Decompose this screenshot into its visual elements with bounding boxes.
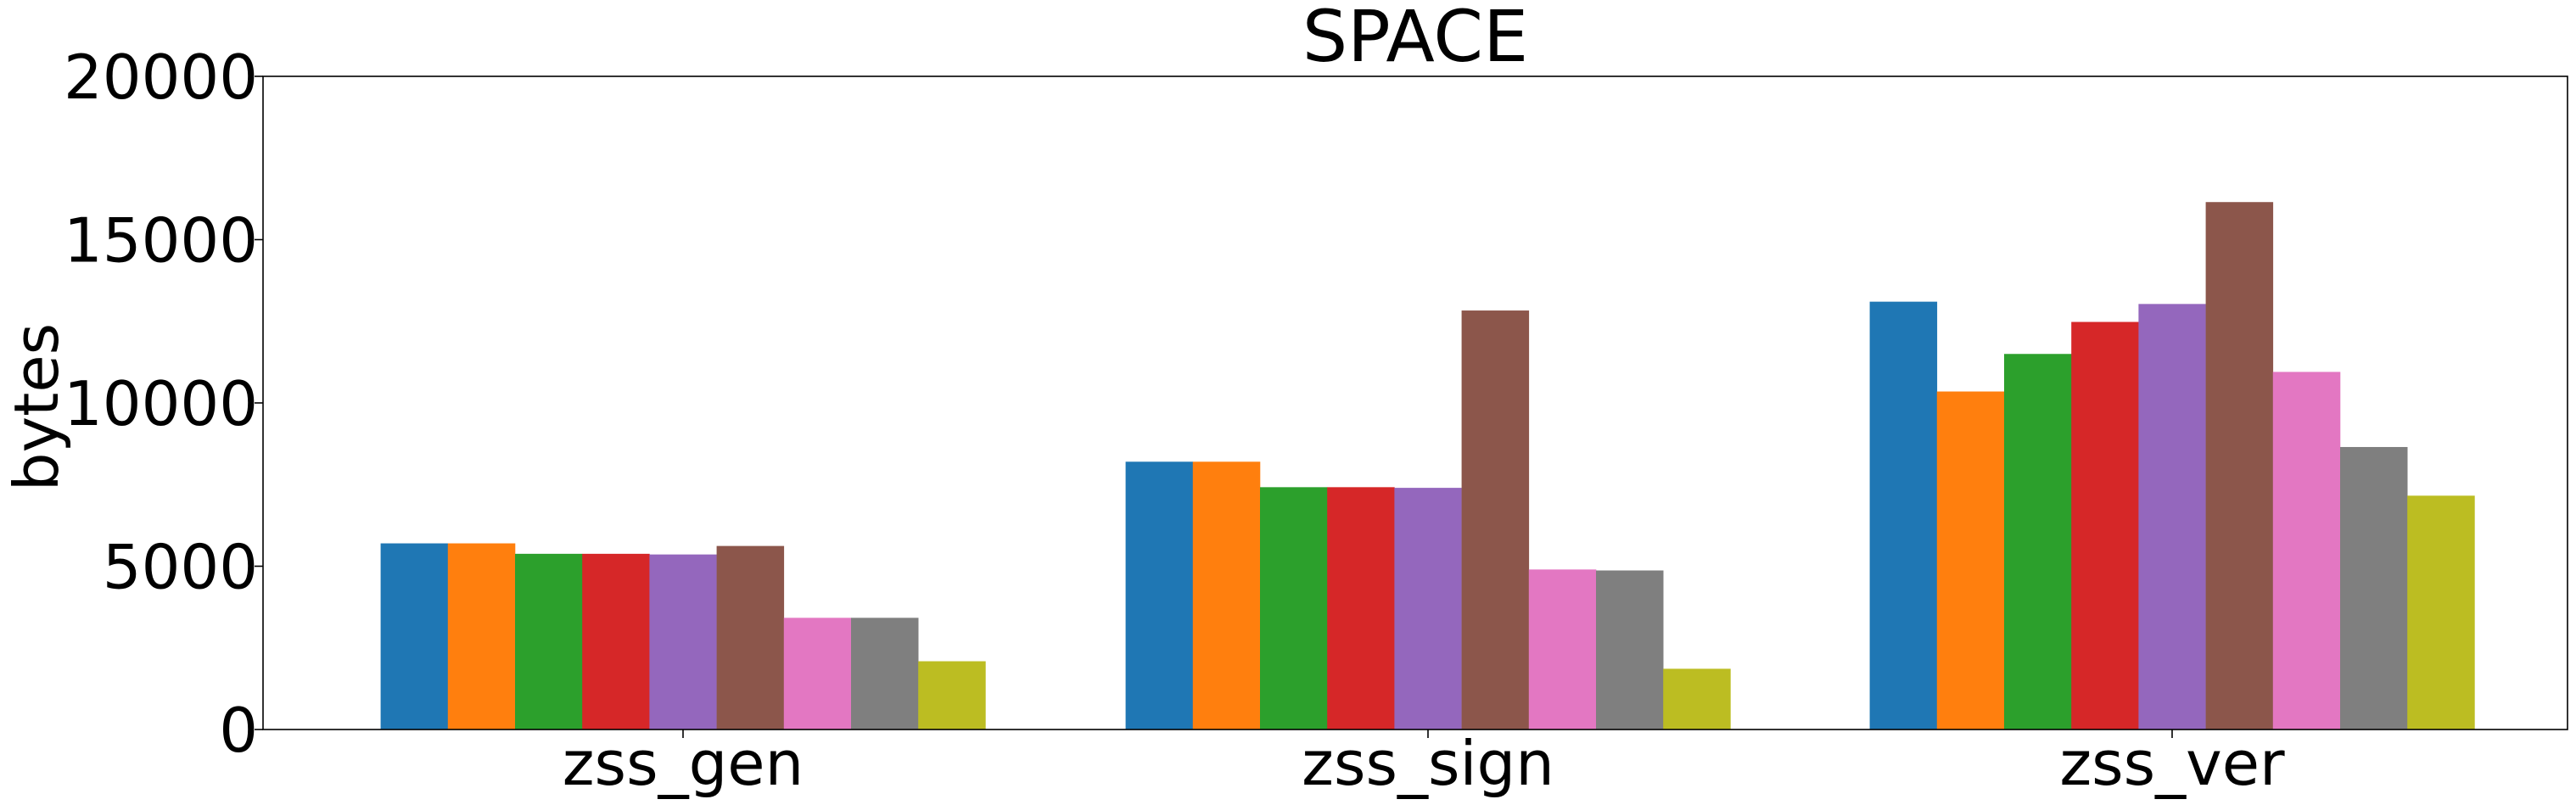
ticks-layer: zss_gen zss_sign zss_ver 0 5000 10000 15000 200… [64, 42, 2285, 799]
bar-zss-sign-series-4 [1327, 487, 1395, 730]
x-tick-label: zss_ver [2059, 728, 2285, 799]
bar-zss-sign-series-1 [1125, 461, 1194, 730]
bar-zss-ver-series-1 [1869, 301, 1938, 730]
y-tick-label: 0 [219, 695, 258, 766]
bar-zss-gen-series-7 [783, 618, 852, 730]
bar-zss-ver-series-6 [2205, 202, 2274, 730]
bar-zss-sign-series-5 [1394, 488, 1462, 730]
bar-zss-gen-series-2 [447, 543, 516, 730]
y-tick-label: 15000 [64, 205, 258, 277]
bar-zss-gen-series-3 [515, 553, 583, 730]
bar-zss-ver-series-9 [2407, 495, 2475, 730]
bar-zss-sign-series-2 [1192, 461, 1261, 730]
bar-zss-ver-series-2 [1936, 391, 2005, 730]
y-axis-label: bytes [1, 323, 72, 491]
bar-zss-sign-series-6 [1461, 310, 1530, 730]
bar-zss-ver-series-3 [2004, 354, 2072, 730]
bar-zss-sign-series-9 [1663, 668, 1731, 730]
bar-zss-sign-series-3 [1260, 487, 1328, 730]
bar-zss-ver-series-4 [2071, 321, 2139, 730]
bar-zss-gen-series-4 [582, 553, 650, 730]
bar-zss-gen-series-8 [851, 618, 919, 730]
plot-frame [262, 75, 2568, 730]
bar-zss-ver-series-8 [2340, 446, 2408, 730]
bar-zss-gen-series-9 [918, 661, 986, 730]
bar-zss-gen-series-1 [380, 543, 449, 730]
bar-zss-gen-series-6 [716, 545, 785, 730]
x-tick-label: zss_sign [1302, 728, 1554, 799]
y-tick-label: 10000 [64, 368, 258, 439]
chart-title: SPACE [1302, 0, 1528, 78]
bar-zss-sign-series-7 [1528, 569, 1597, 730]
x-tick-label: zss_gen [563, 728, 804, 799]
bar-zss-ver-series-5 [2138, 304, 2206, 730]
bar-zss-ver-series-7 [2272, 372, 2341, 730]
y-tick-label: 20000 [64, 42, 258, 113]
y-tick-label: 5000 [103, 532, 258, 603]
bar-zss-sign-series-8 [1596, 570, 1664, 730]
bar-zss-gen-series-5 [649, 554, 717, 730]
bars-layer [380, 202, 2475, 730]
